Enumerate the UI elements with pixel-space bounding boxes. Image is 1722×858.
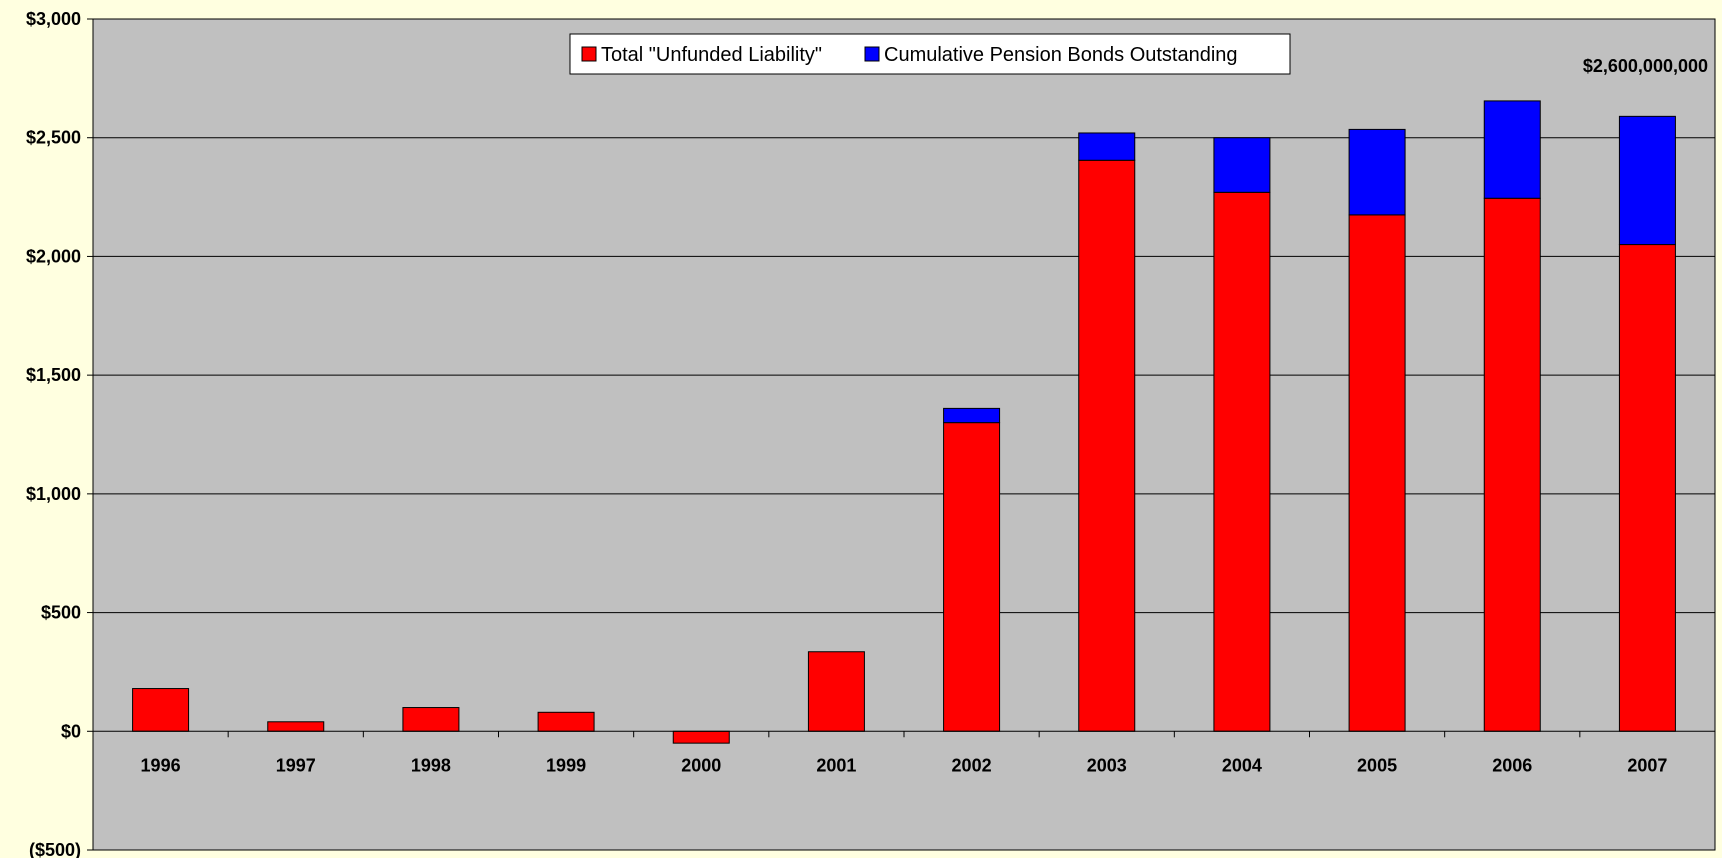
x-tick-label: 2003 [1087, 755, 1127, 775]
bar-2002-unfunded-liability [943, 422, 1001, 732]
bar-2003-pension-bonds [1078, 132, 1136, 161]
y-tick-label: $1,000 [26, 484, 81, 504]
bar-2002-pension-bonds [943, 407, 1001, 424]
x-tick-label: 2004 [1222, 755, 1262, 775]
gridlines [93, 137, 1715, 614]
bar-2004-unfunded-liability [1213, 191, 1271, 732]
x-tick-label: 2007 [1627, 755, 1667, 775]
bar-1997-unfunded-liability [267, 721, 325, 732]
bar-2001-unfunded-liability [807, 651, 865, 732]
bar-2003-unfunded-liability [1078, 159, 1136, 732]
bar-2006-unfunded-liability [1483, 197, 1541, 732]
bar-1998-unfunded-liability [402, 707, 460, 732]
y-tick-label: $2,000 [26, 246, 81, 266]
legend-label-pension-bonds: Cumulative Pension Bonds Outstanding [884, 44, 1238, 66]
legend-swatch-pension-bonds [864, 46, 880, 62]
x-tick-label: 2001 [816, 755, 856, 775]
bar-2005-pension-bonds [1348, 128, 1406, 216]
y-tick-label: $3,000 [26, 9, 81, 29]
x-tick-label: 2002 [952, 755, 992, 775]
x-tick-label: 1997 [276, 755, 316, 775]
bar-2007-unfunded-liability [1618, 244, 1676, 732]
plot-area [92, 18, 1716, 851]
y-tick-label: $1,500 [26, 365, 81, 385]
x-tick-label: 2000 [681, 755, 721, 775]
bar-2006-pension-bonds [1483, 100, 1541, 199]
x-tick-label: 2006 [1492, 755, 1532, 775]
y-tick-label: $500 [41, 603, 81, 623]
legend-label-unfunded-liability: Total "Unfunded Liability" [601, 44, 822, 66]
legend-swatch-unfunded-liability [581, 46, 597, 62]
bar-2004-pension-bonds [1213, 137, 1271, 193]
x-tick-label: 1998 [411, 755, 451, 775]
legend-box [569, 33, 1291, 75]
y-tick-label: $0 [61, 721, 81, 741]
annotation-total-2007: $2,600,000,000 [1583, 56, 1708, 76]
bar-1999-unfunded-liability [537, 711, 595, 732]
bar-1996-unfunded-liability [132, 688, 190, 732]
legend: Total "Unfunded Liability" Cumulative Pe… [569, 33, 1291, 75]
axes [92, 19, 1716, 850]
y-tick-label: $2,500 [26, 128, 81, 148]
bar-2005-unfunded-liability [1348, 214, 1406, 732]
bar-2000-unfunded-liability [672, 730, 730, 744]
bars [132, 100, 1676, 744]
x-tick-label: 2005 [1357, 755, 1397, 775]
x-tick-label: 1996 [141, 755, 181, 775]
bar-2007-pension-bonds [1618, 115, 1676, 246]
y-axis-ticks: ($500) $0 $500 $1,000 $1,500 $2,000 $2,500 $3,0… [26, 9, 93, 858]
y-tick-label: ($500) [29, 840, 81, 858]
x-axis-ticks: 1996 1997 1998 1999 2000 2001 2002 2003 2004 2005… [141, 755, 1668, 775]
x-tick-label: 1999 [546, 755, 586, 775]
